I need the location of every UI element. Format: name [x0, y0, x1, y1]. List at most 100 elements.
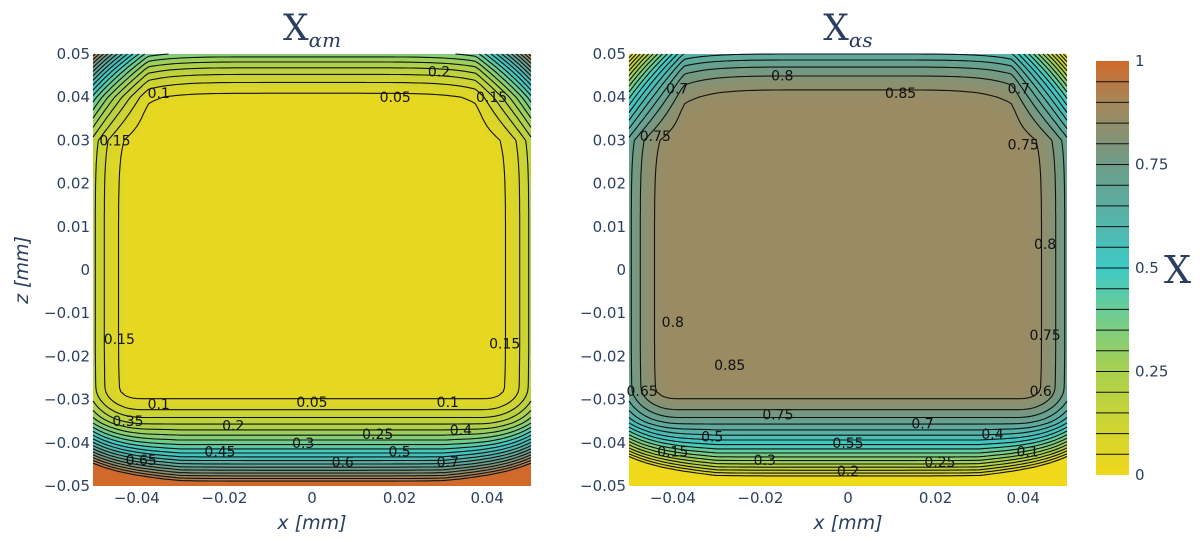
- contour-label: 0.15: [489, 336, 520, 352]
- contour-label: 0.25: [362, 427, 393, 443]
- y-tick-label: −0.05: [44, 477, 90, 495]
- heatmap-area: [93, 54, 531, 486]
- contour-line-0.45: [628, 53, 1068, 450]
- colorbar-tick-label: 0: [1135, 466, 1145, 484]
- y-tick-label: 0.03: [57, 131, 90, 149]
- contour-line-0.65: [92, 53, 532, 465]
- contour-line-0.95: [92, 462, 532, 482]
- contour-line-0.75: [92, 53, 532, 471]
- panel-alpha-s: Xαs 0.8 0.85 0.7 0.7 0.75 0.75 0.8 0.8 0.75 0.85 0…: [580, 8, 1068, 534]
- y-tick-label: −0.01: [44, 304, 90, 322]
- contour-label: 0.85: [885, 86, 916, 102]
- contour-line-0.4: [628, 53, 1068, 454]
- contour-line-0.55: [628, 53, 1068, 441]
- contour-lines: [92, 53, 532, 482]
- contour-label: 0.1: [437, 395, 459, 411]
- y-tick-label: 0: [80, 261, 90, 279]
- y-tick-label: 0.01: [593, 218, 626, 236]
- x-ticks: −0.04 −0.02 0 0.02 0.04: [650, 489, 1040, 507]
- contour-label: 0.75: [640, 129, 671, 145]
- y-tick-label: 0.04: [57, 88, 90, 106]
- contour-line-0.25: [628, 53, 1068, 465]
- contour-line-0.85: [92, 53, 532, 477]
- contour-line-0.4: [92, 53, 532, 446]
- contour-label: 0.15: [99, 133, 130, 149]
- contour-label: 0.65: [627, 384, 658, 400]
- y-ticks: 0.05 0.04 0.03 0.02 0.01 0 −0.01 −0.02 −0.03 −0.0…: [44, 45, 90, 495]
- contour-label: 0.15: [104, 332, 135, 348]
- panel-title: Xαm: [283, 8, 341, 52]
- contour-label: 0.75: [1030, 328, 1061, 344]
- contour-label: 0.15: [476, 90, 507, 106]
- x-tick-label: −0.02: [737, 489, 783, 507]
- contour-label: 0.85: [714, 358, 745, 374]
- contour-lines: [628, 53, 1068, 477]
- y-tick-label: −0.04: [44, 434, 90, 452]
- contour-line-0.8: [92, 53, 532, 474]
- contour-label: 0.8: [771, 69, 793, 85]
- x-tick-label: −0.02: [201, 489, 247, 507]
- contour-label: 0.8: [662, 315, 684, 331]
- y-tick-label: 0.04: [593, 88, 626, 106]
- y-tick-label: 0.03: [593, 131, 626, 149]
- contour-label: 0.7: [911, 416, 933, 432]
- x-axis-label: x [mm]: [276, 512, 346, 534]
- colorbar-tick-label: 1: [1135, 52, 1145, 70]
- contour-line-0.05: [628, 53, 1068, 477]
- contour-label: 0.5: [388, 444, 410, 460]
- x-axis-label: x [mm]: [812, 512, 882, 534]
- contour-label: 0.3: [292, 436, 314, 452]
- panel-alpha-m: Xαm 0.1 0.050.20.150.150.15 0.150.1 0.05 0.1…: [11, 8, 532, 534]
- y-tick-label: −0.03: [44, 391, 90, 409]
- contour-line-0.2: [628, 53, 1068, 468]
- contour-label: 0.7: [437, 455, 459, 471]
- contour-line-0.6: [628, 53, 1068, 436]
- contour-line-0.3: [628, 53, 1068, 462]
- y-axis-label: z [mm]: [11, 236, 33, 305]
- contour-line-0.15: [628, 53, 1068, 471]
- contour-label: 0.8: [1034, 237, 1056, 253]
- contour-line-0.05: [117, 92, 507, 400]
- contour-line-0.35: [92, 53, 532, 441]
- x-tick-label: 0.04: [1006, 489, 1039, 507]
- contour-label: 0.7: [666, 82, 688, 98]
- x-ticks: −0.04 −0.02 0 0.02 0.04: [114, 489, 504, 507]
- x-tick-label: 0: [843, 489, 853, 507]
- contour-label: 0.75: [1008, 138, 1039, 154]
- contour-line-0.1: [628, 53, 1068, 474]
- contour-label: 0.1: [148, 397, 170, 413]
- panel-title: Xαs: [823, 8, 872, 52]
- contour-label: 0.05: [296, 395, 327, 411]
- contour-label: 0.2: [428, 64, 450, 80]
- contour-label: 0.45: [204, 444, 235, 460]
- colorbar-tick-label: 0.5: [1135, 259, 1159, 277]
- x-tick-label: 0.02: [919, 489, 952, 507]
- contour-line-0.25: [92, 61, 532, 431]
- contour-line-0.1: [103, 81, 521, 411]
- contour-label: 0.4: [450, 423, 472, 439]
- x-tick-label: 0.04: [470, 489, 503, 507]
- contour-label: 0.05: [380, 90, 411, 106]
- y-tick-label: −0.05: [580, 477, 626, 495]
- contour-line-0.5: [92, 53, 532, 454]
- contour-line-0.8: [639, 75, 1057, 411]
- y-tick-label: 0: [616, 261, 626, 279]
- y-tick-label: 0.01: [57, 218, 90, 236]
- contour-line-0.15: [94, 73, 530, 419]
- contour-line-0.7: [628, 59, 1068, 425]
- contour-line-0.5: [628, 53, 1068, 446]
- contour-label: 0.7: [1008, 82, 1030, 98]
- x-tick-label: −0.04: [650, 489, 696, 507]
- y-tick-label: −0.02: [580, 347, 626, 365]
- colorbar-ticks: 0 0.25 0.5 0.75 1: [1096, 52, 1168, 484]
- x-tick-label: −0.04: [114, 489, 160, 507]
- contour-label: 0.75: [762, 408, 793, 424]
- contour-line-0.65: [628, 53, 1068, 431]
- y-ticks: 0.05 0.04 0.03 0.02 0.01 0 −0.01 −0.02 −0.03 −0.0…: [580, 45, 626, 495]
- contour-line-0.85: [653, 89, 1043, 400]
- contour-label: 0.55: [832, 436, 863, 452]
- colorbar: 0 0.25 0.5 0.75 1 X: [1096, 52, 1191, 484]
- colorbar-tick-label: 0.25: [1135, 363, 1168, 381]
- contour-line-0.55: [92, 53, 532, 458]
